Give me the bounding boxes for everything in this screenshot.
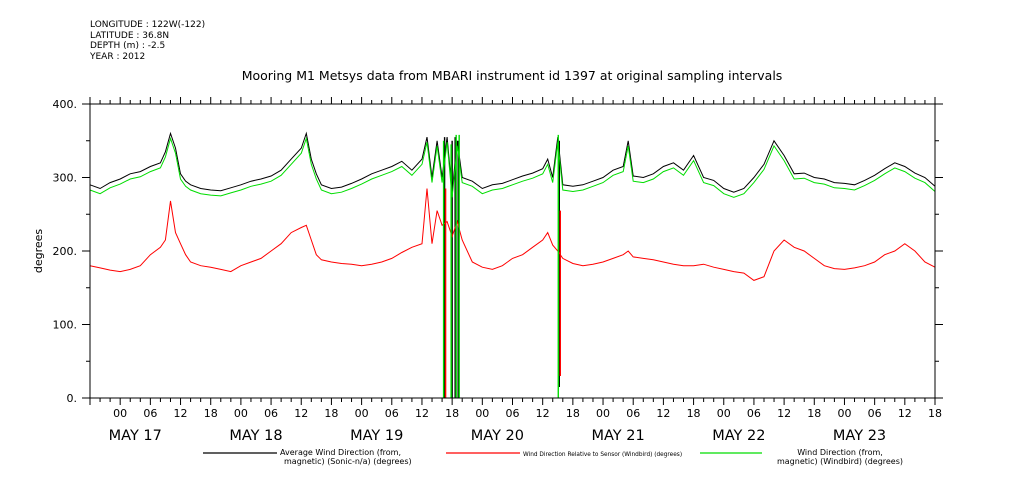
plot-area: [89, 131, 936, 398]
plot-frame: [89, 103, 936, 399]
legend-label-1-line1: Average Wind Direction (from,: [280, 448, 401, 457]
x-tick-label: 18: [566, 407, 580, 420]
x-tick-label: 12: [656, 407, 670, 420]
x-tick-label: 18: [445, 407, 459, 420]
x-tick-label: 12: [777, 407, 791, 420]
longitude-label: LONGITUDE : 122W(-122): [90, 20, 206, 30]
x-tick-label: 06: [385, 407, 399, 420]
x-tick-label: 00: [596, 407, 610, 420]
axes: 0. 100. 200. 300. 400. 00 06 12 18 00 06 12 18 00 06 12…: [53, 97, 943, 444]
x-tick-label: 18: [807, 407, 821, 420]
x-tick-label: 06: [747, 407, 761, 420]
x-tick-label: 06: [143, 407, 157, 420]
y-tick-label: 200.: [53, 245, 78, 258]
x-tick-label: 12: [898, 407, 912, 420]
legend-label-1-line2: magnetic) (Sonic-n/a) (degrees): [284, 457, 412, 466]
x-tick-label: 18: [928, 407, 942, 420]
x-tick-label: 06: [626, 407, 640, 420]
x-tick-label: 06: [868, 407, 882, 420]
x-tick-label: 12: [174, 407, 188, 420]
day-label: MAY 22: [712, 428, 765, 444]
x-tick-label: 12: [536, 407, 550, 420]
day-label: MAY 17: [109, 428, 162, 444]
x-tick-label: 06: [506, 407, 520, 420]
x-tick-label: 00: [355, 407, 369, 420]
y-tick-label: 400.: [53, 98, 78, 111]
chart-title: Mooring M1 Metsys data from MBARI instru…: [242, 68, 783, 83]
latitude-label: LATITUDE : 36.8N: [90, 30, 170, 41]
x-tick-label: 06: [264, 407, 278, 420]
series-line-1: [89, 131, 936, 193]
legend-label-2: Wind Direction Relative to Sensor (Windb…: [523, 452, 682, 458]
y-tick-label: 0.: [67, 392, 78, 405]
series-line-2: [89, 188, 936, 281]
x-tick-label: 18: [687, 407, 701, 420]
x-tick-label: 00: [234, 407, 248, 420]
year-label: YEAR : 2012: [90, 51, 146, 62]
metadata-block: LONGITUDE : 122W(-122) LATITUDE : 36.8N …: [90, 20, 205, 62]
day-label: MAY 19: [350, 428, 403, 444]
day-label: MAY 21: [592, 428, 645, 444]
y-tick-label: 300.: [53, 172, 78, 185]
day-label: MAY 18: [229, 428, 282, 444]
x-tick-label: 12: [294, 407, 308, 420]
x-tick-label: 00: [113, 407, 127, 420]
legend-label-3-line1: Wind Direction (from,: [797, 448, 883, 457]
x-tick-label: 18: [324, 407, 338, 420]
depth-label: DEPTH (m) : -2.5: [90, 41, 166, 51]
x-tick-label: 00: [837, 407, 851, 420]
day-label: MAY 20: [471, 428, 524, 444]
y-tick-label: 100.: [53, 319, 78, 332]
legend-label-3-line2: magnetic) (Windbird) (degrees): [777, 457, 903, 466]
x-tick-label: 00: [717, 407, 731, 420]
legend: Average Wind Direction (from,magnetic) (…: [203, 448, 903, 466]
series-line-3: [89, 136, 936, 198]
y-axis-label: degrees: [32, 229, 45, 274]
day-label: MAY 23: [833, 428, 886, 444]
x-tick-label: 00: [475, 407, 489, 420]
x-tick-label: 12: [415, 407, 429, 420]
x-tick-label: 18: [204, 407, 218, 420]
